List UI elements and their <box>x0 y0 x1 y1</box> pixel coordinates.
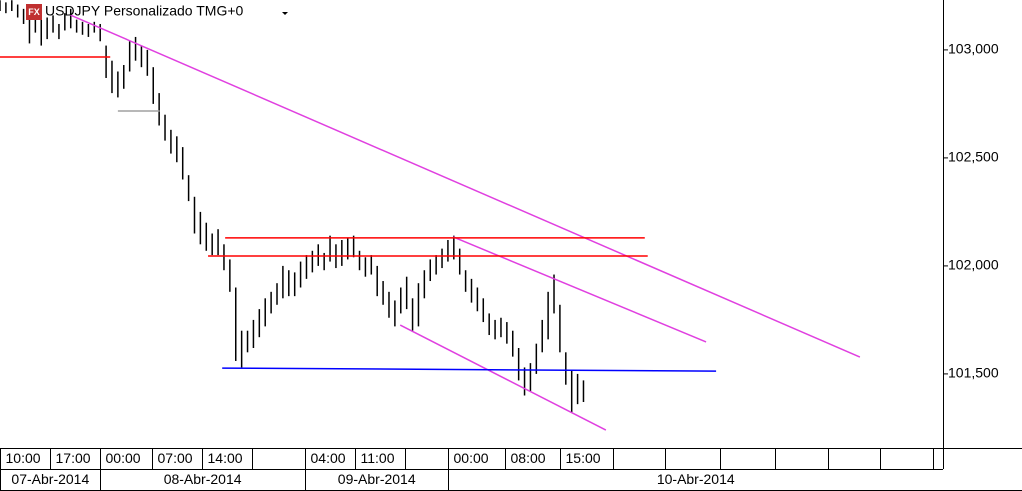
trend-line <box>452 236 707 343</box>
date-label: 09-Abr-2014 <box>338 471 416 487</box>
chart-title: USDJPY Personalizado TMG+0 <box>45 3 244 19</box>
trend-line <box>222 367 717 372</box>
y-tick-label: 101,500 <box>948 365 999 381</box>
x-tick-label: 00:00 <box>106 450 141 466</box>
x-tick-label: 11:00 <box>361 450 395 466</box>
y-tick-label: 102,500 <box>948 149 999 165</box>
empty-cells <box>252 449 934 469</box>
x-tick-label: 17:00 <box>56 450 91 466</box>
x-tick-label: 14:00 <box>208 450 243 466</box>
x-tick-label: 07:00 <box>158 450 193 466</box>
date-label: 10-Abr-2014 <box>657 471 735 487</box>
x-tick-label: 00:00 <box>454 450 489 466</box>
x-tick-label: 04:00 <box>311 450 346 466</box>
instrument-icon <box>26 4 42 20</box>
x-tick-label: 08:00 <box>511 450 546 466</box>
plot <box>0 0 861 431</box>
icon-label: FX <box>28 7 40 17</box>
x-tick-label: 10:00 <box>6 450 41 466</box>
date-label: 08-Abr-2014 <box>164 471 242 487</box>
x-tick-label: 15:00 <box>566 450 601 466</box>
trend-line <box>69 14 861 358</box>
y-tick-label: 103,000 <box>948 41 999 57</box>
y-tick-label: 102,000 <box>948 257 999 273</box>
dropdown-arrow[interactable] <box>282 12 288 15</box>
trend-line <box>399 324 607 431</box>
date-label: 07-Abr-2014 <box>11 471 89 487</box>
